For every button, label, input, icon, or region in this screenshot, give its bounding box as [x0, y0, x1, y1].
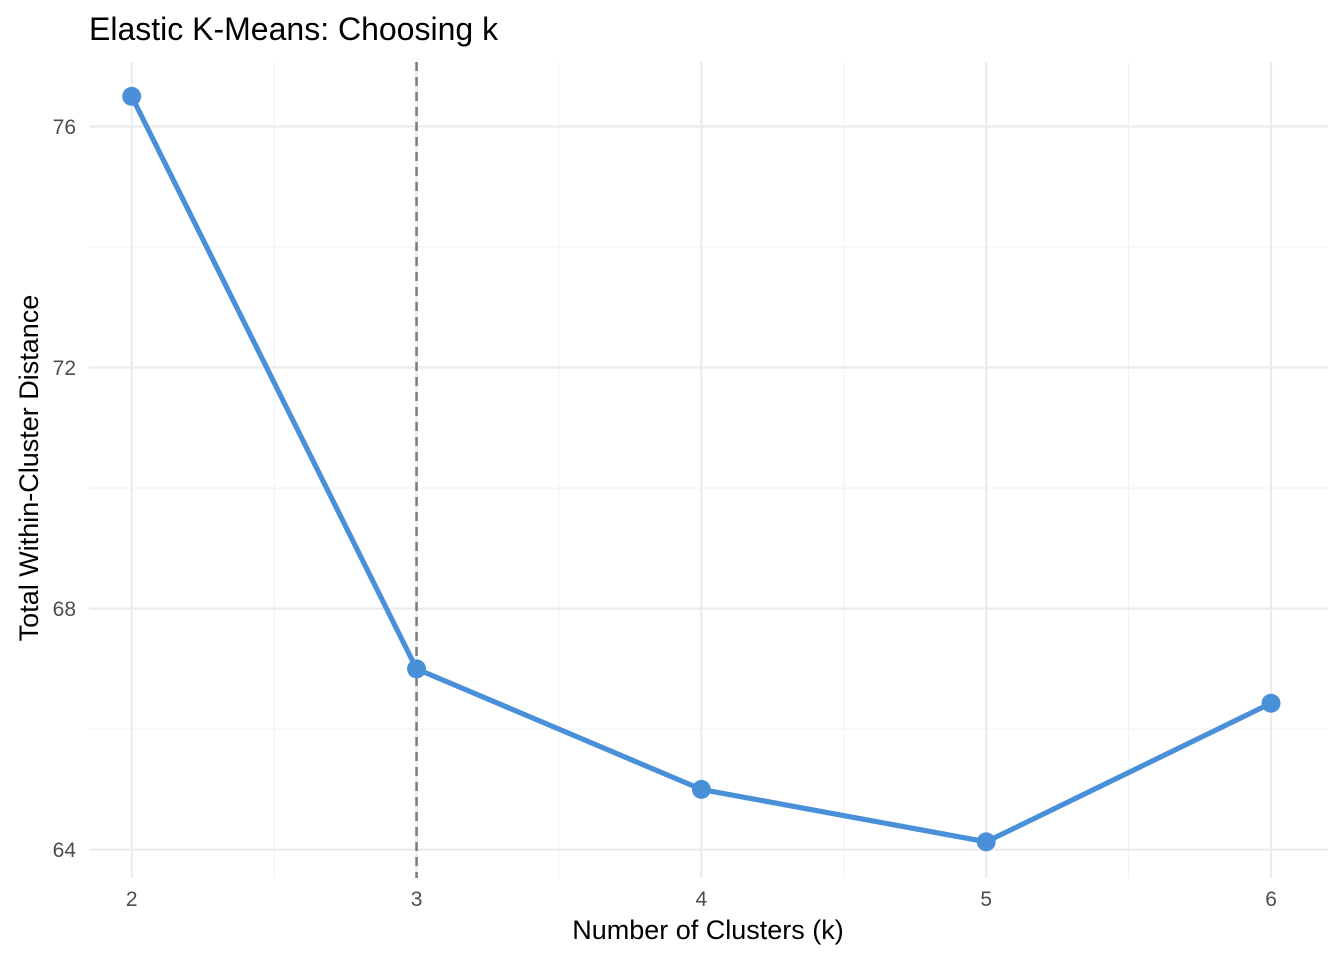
x-tick-label: 6 [1265, 888, 1277, 911]
major-gridlines [89, 62, 1328, 878]
data-point [1261, 693, 1281, 713]
data-points-layer [122, 86, 1281, 852]
x-tick-label: 4 [696, 888, 708, 911]
y-tick-labels: 64 68 72 76 [53, 116, 77, 862]
x-axis-title: Number of Clusters (k) [572, 915, 844, 945]
y-tick-label: 72 [53, 357, 76, 380]
y-axis-title: Total Within-Cluster Distance [14, 295, 44, 642]
data-point [122, 86, 142, 106]
data-point [407, 659, 427, 679]
x-tick-labels: 2 3 4 5 6 [126, 888, 1277, 911]
chart-title: Elastic K-Means: Choosing k [89, 11, 499, 47]
x-tick-label: 3 [411, 888, 423, 911]
y-tick-label: 76 [53, 116, 76, 139]
x-tick-label: 5 [980, 888, 992, 911]
y-tick-label: 64 [53, 839, 77, 862]
minor-gridlines [89, 62, 1328, 878]
data-point [976, 832, 996, 852]
y-tick-label: 68 [53, 598, 76, 621]
data-point [691, 779, 711, 799]
x-tick-label: 2 [126, 888, 138, 911]
